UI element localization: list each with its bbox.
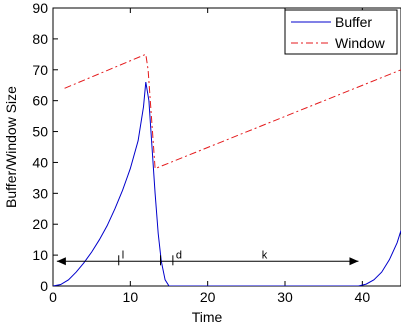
- x-tick-label-0: 0: [49, 289, 57, 305]
- span-label-d: d: [176, 249, 182, 261]
- y-tick-label-1: 10: [32, 247, 48, 263]
- legend: Buffer Window: [284, 9, 398, 55]
- y-tick-label-5: 50: [32, 124, 48, 140]
- series-buffer-line: [53, 82, 401, 286]
- series-window-line: [64, 53, 401, 170]
- y-axis-title: Buffer/Window Size: [3, 86, 19, 208]
- legend-label-buffer: Buffer: [335, 14, 372, 30]
- y-tick-label-6: 60: [32, 93, 48, 109]
- y-tick-label-8: 80: [32, 31, 48, 47]
- legend-label-window: Window: [335, 35, 386, 51]
- span-arrow-head-right: [349, 257, 359, 266]
- y-tick-label-7: 70: [32, 62, 48, 78]
- y-tick-label-0: 0: [40, 278, 48, 294]
- x-tick-label-2: 20: [200, 289, 216, 305]
- x-tick-label-1: 10: [123, 289, 139, 305]
- y-tick-label-4: 40: [32, 154, 48, 170]
- y-tick-label-9: 90: [32, 0, 48, 16]
- span-label-l: l: [122, 249, 124, 261]
- series-layer: [53, 53, 401, 286]
- y-tick-label-2: 20: [32, 216, 48, 232]
- legend-box: [284, 9, 398, 55]
- y-tick-label-3: 30: [32, 185, 48, 201]
- span-arrow-head-left: [56, 257, 66, 266]
- x-tick-label-4: 40: [355, 289, 371, 305]
- axis-ticks: 0 10 20 30 40 0 10 20 30 40 50 60 70 80 90: [32, 0, 370, 305]
- span-label-k: k: [262, 249, 268, 261]
- x-tick-label-3: 30: [277, 289, 293, 305]
- x-axis-title: Time: [192, 309, 223, 325]
